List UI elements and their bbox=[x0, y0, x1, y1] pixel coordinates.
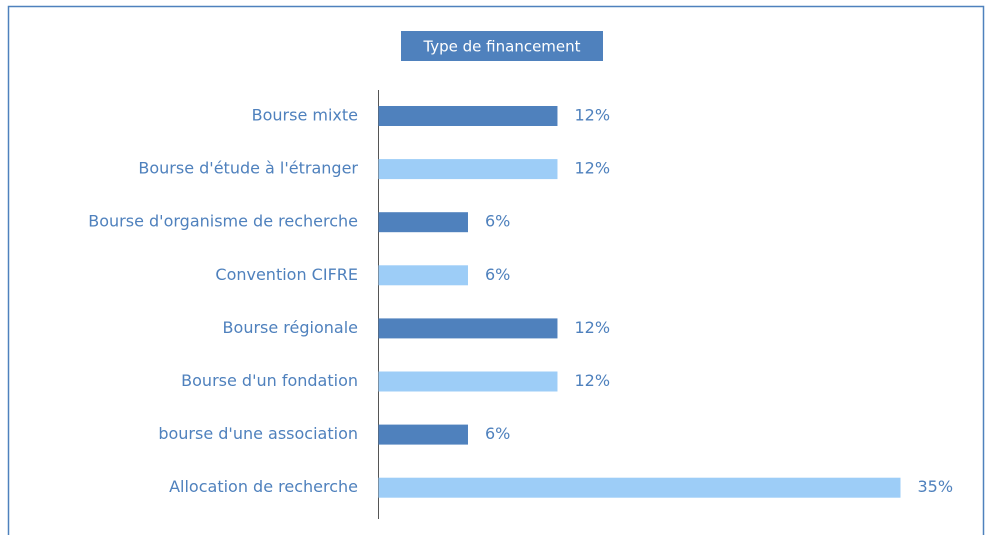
category-label: Bourse d'organisme de recherche bbox=[88, 212, 358, 231]
value-label: 12% bbox=[574, 159, 610, 178]
bar bbox=[378, 106, 558, 126]
category-label: Convention CIFRE bbox=[215, 265, 358, 284]
value-label: 12% bbox=[574, 106, 610, 125]
bar bbox=[378, 212, 468, 233]
category-label: Bourse régionale bbox=[223, 318, 358, 337]
frame bbox=[7, 5, 985, 535]
value-label: 12% bbox=[574, 371, 610, 390]
value-label: 6% bbox=[485, 212, 510, 231]
bar bbox=[378, 318, 558, 339]
category-label: Bourse d'un fondation bbox=[181, 371, 358, 390]
category-label: Bourse mixte bbox=[252, 106, 358, 125]
bar bbox=[378, 477, 901, 498]
value-label: 6% bbox=[485, 265, 510, 284]
bar bbox=[378, 424, 468, 445]
title-box bbox=[401, 31, 603, 61]
category-label: bourse d'une association bbox=[158, 424, 358, 443]
category-label: Bourse d'étude à l'étranger bbox=[138, 159, 358, 178]
value-label: 35% bbox=[918, 477, 954, 496]
bar bbox=[378, 371, 558, 392]
category-label: Allocation de recherche bbox=[169, 477, 358, 496]
bar bbox=[378, 265, 468, 286]
value-label: 6% bbox=[485, 424, 510, 443]
chart-title: Type de financement bbox=[422, 38, 580, 56]
value-label: 12% bbox=[574, 318, 610, 337]
bar bbox=[378, 159, 558, 180]
